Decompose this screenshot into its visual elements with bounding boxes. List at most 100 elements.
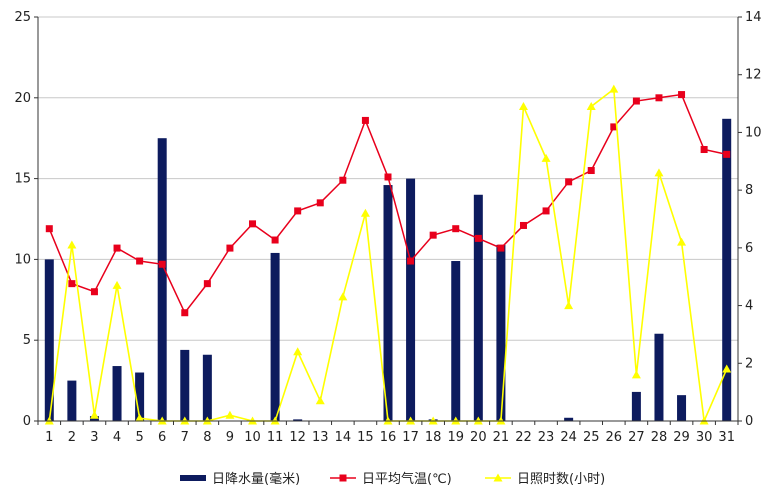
precipitation-bar xyxy=(112,366,122,421)
x-tick-label: 27 xyxy=(628,430,645,445)
sunshine-point xyxy=(360,208,370,217)
temperature-point xyxy=(271,236,279,244)
legend-swatch-precipitation xyxy=(180,475,206,481)
x-tick-label: 18 xyxy=(425,430,442,445)
x-tick-label: 7 xyxy=(181,430,189,445)
x-tick-label: 3 xyxy=(90,430,98,445)
temperature-point xyxy=(565,178,573,186)
precipitation-bar xyxy=(654,333,664,421)
x-tick-label: 13 xyxy=(312,430,329,445)
x-tick-label: 24 xyxy=(560,430,577,445)
temperature-point xyxy=(587,167,595,175)
temperature-point xyxy=(181,309,189,317)
x-tick-label: 31 xyxy=(718,430,735,445)
temperature-point xyxy=(678,91,686,99)
x-tick-label: 1 xyxy=(45,430,53,445)
x-tick-label: 26 xyxy=(606,430,623,445)
x-tick-label: 11 xyxy=(267,430,284,445)
x-tick-label: 2 xyxy=(68,430,76,445)
temperature-point xyxy=(542,207,550,215)
temperature-point xyxy=(474,234,482,242)
sunshine-point xyxy=(315,396,325,405)
precipitation-bar xyxy=(293,419,303,421)
sunshine-point xyxy=(225,410,235,419)
x-tick-label: 19 xyxy=(447,430,464,445)
x-tick-label: 29 xyxy=(673,430,690,445)
x-tick-label: 20 xyxy=(470,430,487,445)
temperature-point xyxy=(339,176,347,184)
sunshine-point xyxy=(609,84,619,93)
temperature-point xyxy=(655,94,663,102)
legend-label: 日照时数(小时) xyxy=(517,472,605,487)
sunshine-point xyxy=(564,301,574,310)
y-right-tick-label: 6 xyxy=(745,241,753,256)
temperature-point xyxy=(407,257,415,265)
y-left-tick-label: 5 xyxy=(23,333,31,348)
sunshine-point xyxy=(518,101,528,110)
precipitation-bar xyxy=(135,372,145,421)
precipitation-bar xyxy=(180,349,190,421)
x-tick-label: 12 xyxy=(289,430,306,445)
sunshine-point xyxy=(338,292,348,301)
x-tick-label: 30 xyxy=(696,430,713,445)
sunshine-point xyxy=(722,364,732,373)
sunshine-point xyxy=(541,153,551,162)
y-right-tick-label: 8 xyxy=(745,183,753,198)
x-tick-label: 9 xyxy=(226,430,234,445)
sunshine-point xyxy=(67,240,77,249)
temperature-point xyxy=(113,244,121,252)
temperature-point xyxy=(723,150,731,158)
y-right-tick-label: 2 xyxy=(745,356,753,371)
y-right-tick-label: 0 xyxy=(745,414,753,429)
sunshine-point xyxy=(631,370,641,379)
precipitation-bar xyxy=(451,261,461,421)
precipitation-bar xyxy=(406,178,416,421)
x-tick-label: 21 xyxy=(493,430,510,445)
y-right-tick-label: 10 xyxy=(745,125,762,140)
temperature-point xyxy=(294,207,302,215)
temperature-point xyxy=(361,116,369,124)
legend-label: 日降水量(毫米) xyxy=(212,471,300,487)
legend-marker-temperature xyxy=(339,474,347,482)
temperature-point xyxy=(519,221,527,229)
temperature-point xyxy=(452,225,460,233)
sunshine-point xyxy=(112,280,122,289)
sunshine-point xyxy=(293,347,303,356)
temperature-point xyxy=(249,220,257,228)
precipitation-bar xyxy=(270,252,280,421)
y-left-tick-label: 15 xyxy=(14,172,31,187)
legend-label: 日平均气温(℃) xyxy=(362,471,452,487)
sunshine-point xyxy=(135,413,145,422)
x-tick-label: 14 xyxy=(335,430,352,445)
sunshine-point xyxy=(586,101,596,110)
legend-marker-sunshine xyxy=(493,473,503,482)
x-tick-label: 16 xyxy=(380,430,397,445)
temperature-point xyxy=(136,257,144,265)
x-tick-label: 15 xyxy=(357,430,374,445)
temperature-point xyxy=(610,123,618,131)
temperature-point xyxy=(429,231,437,239)
temperature-point xyxy=(632,97,640,105)
precipitation-bar xyxy=(722,118,732,422)
y-right-tick-label: 14 xyxy=(745,10,762,25)
temperature-point xyxy=(226,244,234,252)
sunshine-point xyxy=(677,237,687,246)
temperature-point xyxy=(384,173,392,181)
temperature-point xyxy=(45,225,53,233)
line-series xyxy=(44,84,732,425)
x-tick-label: 25 xyxy=(583,430,600,445)
x-tick-label: 22 xyxy=(515,430,532,445)
y-right-tick-label: 12 xyxy=(745,68,762,83)
x-tick-label: 8 xyxy=(203,430,211,445)
temperature-point xyxy=(700,146,708,154)
x-tick-label: 5 xyxy=(135,430,143,445)
temperature-point xyxy=(158,260,166,268)
x-tick-label: 28 xyxy=(651,430,668,445)
precipitation-bar xyxy=(564,417,574,421)
precipitation-bar xyxy=(631,391,641,421)
x-tick-label: 6 xyxy=(158,430,166,445)
precipitation-bar xyxy=(44,259,54,421)
